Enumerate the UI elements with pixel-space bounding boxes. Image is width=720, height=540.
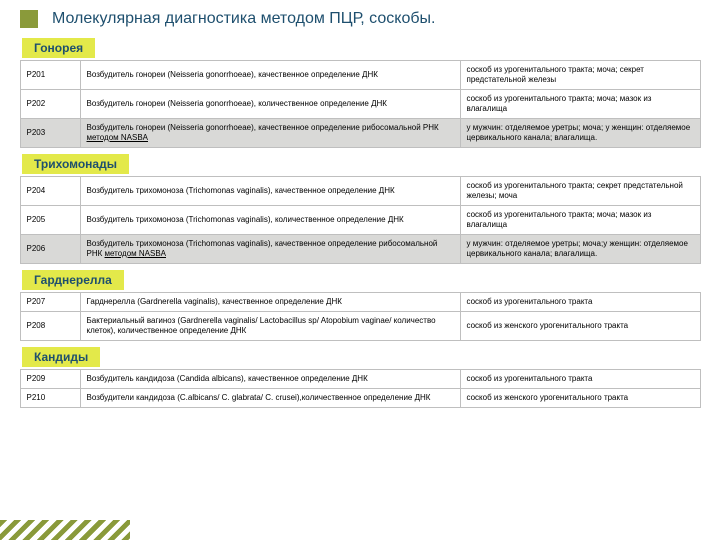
table-row: P206Возбудитель трихомоноза (Trichomonas… <box>20 235 700 264</box>
test-code: P208 <box>20 312 80 341</box>
test-description: Возбудитель кандидоза (Candida albicans)… <box>80 370 460 389</box>
sample-type: у мужчин: отделяемое уретры; моча; у жен… <box>460 119 700 148</box>
test-description: Возбудитель гонореи (Neisseria gonorrhoe… <box>80 119 460 148</box>
test-code: P204 <box>20 177 80 206</box>
table-row: P201Возбудитель гонореи (Neisseria gonor… <box>20 61 700 90</box>
table-row: P205Возбудитель трихомоноза (Trichomonas… <box>20 206 700 235</box>
test-code: P207 <box>20 293 80 312</box>
test-code: P205 <box>20 206 80 235</box>
page-title: Молекулярная диагностика методом ПЦР, со… <box>52 10 435 28</box>
test-description: Бактериальный вагиноз (Gardnerella vagin… <box>80 312 460 341</box>
table-row: P209Возбудитель кандидоза (Candida albic… <box>20 370 700 389</box>
table-row: P203Возбудитель гонореи (Neisseria gonor… <box>20 119 700 148</box>
test-code: P201 <box>20 61 80 90</box>
test-description: Возбудитель трихомоноза (Trichomonas vag… <box>80 235 460 264</box>
test-code: P206 <box>20 235 80 264</box>
test-description: Гарднерелла (Gardnerella vaginalis), кач… <box>80 293 460 312</box>
sample-type: соскоб из урогенитального тракта <box>460 370 700 389</box>
table-row: P210Возбудители кандидоза (C.albicans/ C… <box>20 389 700 408</box>
test-description: Возбудители кандидоза (C.albicans/ C. gl… <box>80 389 460 408</box>
sample-type: соскоб из женского урогенитального тракт… <box>460 312 700 341</box>
section-tab: Гарднерелла <box>22 270 124 290</box>
sample-type: соскоб из урогенитального тракта <box>460 293 700 312</box>
accent-square-icon <box>20 10 38 28</box>
test-code: P209 <box>20 370 80 389</box>
footer-hatch-icon <box>0 520 130 540</box>
table-row: P204Возбудитель трихомоноза (Trichomonas… <box>20 177 700 206</box>
test-table: P207Гарднерелла (Gardnerella vaginalis),… <box>20 292 701 341</box>
test-code: P202 <box>20 90 80 119</box>
sample-type: соскоб из урогенитального тракта; секрет… <box>460 177 700 206</box>
method-nasba: методом NASBA <box>105 249 167 258</box>
section-tab: Трихомонады <box>22 154 129 174</box>
test-table: P201Возбудитель гонореи (Neisseria gonor… <box>20 60 701 148</box>
sample-type: соскоб из женского урогенитального тракт… <box>460 389 700 408</box>
sections-container: Гонорея P201Возбудитель гонореи (Neisseri… <box>0 34 720 408</box>
page-header: Молекулярная диагностика методом ПЦР, со… <box>0 0 720 34</box>
test-description: Возбудитель трихомоноза (Trichomonas vag… <box>80 206 460 235</box>
test-code: P203 <box>20 119 80 148</box>
section-tab: Кандиды <box>22 347 100 367</box>
table-row: P207Гарднерелла (Gardnerella vaginalis),… <box>20 293 700 312</box>
test-table: P209Возбудитель кандидоза (Candida albic… <box>20 369 701 408</box>
test-description: Возбудитель гонореи (Neisseria gonorrhoe… <box>80 90 460 119</box>
table-row: P202Возбудитель гонореи (Neisseria gonor… <box>20 90 700 119</box>
test-description: Возбудитель трихомоноза (Trichomonas vag… <box>80 177 460 206</box>
method-nasba: методом NASBA <box>87 133 149 142</box>
sample-type: соскоб из урогенитального тракта; моча; … <box>460 61 700 90</box>
section-tab: Гонорея <box>22 38 95 58</box>
sample-type: соскоб из урогенитального тракта; моча; … <box>460 206 700 235</box>
table-row: P208Бактериальный вагиноз (Gardnerella v… <box>20 312 700 341</box>
test-description: Возбудитель гонореи (Neisseria gonorrhoe… <box>80 61 460 90</box>
sample-type: соскоб из урогенитального тракта; моча; … <box>460 90 700 119</box>
sample-type: у мужчин: отделяемое уретры; моча;у женщ… <box>460 235 700 264</box>
test-table: P204Возбудитель трихомоноза (Trichomonas… <box>20 176 701 264</box>
test-code: P210 <box>20 389 80 408</box>
